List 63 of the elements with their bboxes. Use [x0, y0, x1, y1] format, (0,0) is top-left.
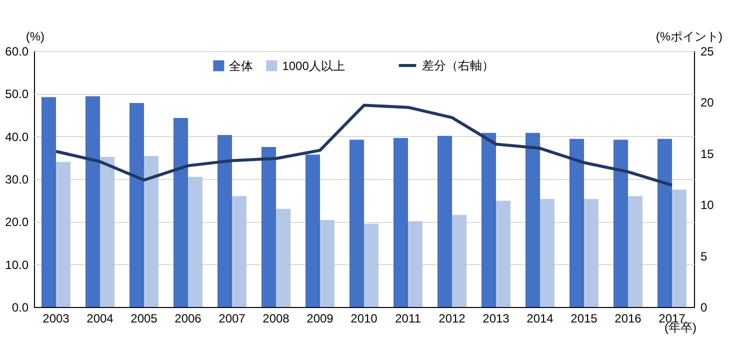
bar — [437, 136, 452, 307]
x-tick-label: 2003 — [42, 312, 70, 326]
y2-tick-label: 10 — [700, 198, 714, 212]
bar — [188, 176, 203, 307]
bar — [349, 140, 364, 307]
bar — [320, 220, 335, 307]
bar — [261, 147, 276, 307]
bar — [232, 196, 247, 307]
y-tick-label: 0.0 — [12, 300, 29, 314]
y-tick-label: 30.0 — [5, 172, 29, 186]
bar — [672, 190, 687, 307]
bar — [100, 156, 115, 307]
y-tick-label: 50.0 — [5, 87, 29, 102]
bar — [628, 196, 643, 307]
y-tick-label: 10.0 — [5, 258, 29, 272]
bar — [173, 118, 188, 307]
bar — [540, 199, 555, 307]
y-axis-title: (%) — [26, 30, 44, 44]
bar — [569, 138, 584, 307]
bar — [85, 96, 100, 307]
bar — [305, 154, 320, 307]
bar — [56, 162, 71, 307]
y2-tick-label: 5 — [700, 249, 708, 264]
bar — [144, 156, 159, 307]
x-tick-label: 2014 — [526, 312, 554, 326]
y2-tick-label: 15 — [700, 146, 714, 161]
bar — [613, 140, 628, 307]
legend-label: 差分（右軸） — [422, 58, 494, 72]
legend-label: 1000人以上 — [282, 58, 345, 73]
x-tick-label: 2012 — [438, 312, 466, 326]
y2-axis-title: (%ポイント) — [656, 30, 722, 44]
bar — [496, 200, 511, 307]
bar — [481, 132, 496, 307]
y-tick-label: 40.0 — [5, 130, 29, 144]
y2-tick-label: 25 — [700, 44, 714, 58]
bar — [393, 138, 408, 307]
x-tick-label: 2015 — [570, 312, 598, 326]
bar — [276, 208, 291, 307]
line-series — [54, 104, 674, 187]
x-tick-label: 2006 — [174, 312, 202, 326]
x-tick-label: 2010 — [350, 312, 378, 326]
bar — [129, 103, 144, 307]
x-tick-label: 2013 — [482, 312, 510, 326]
y-tick-label: 20.0 — [5, 215, 29, 230]
legend-label: 全体 — [229, 58, 254, 73]
bar — [584, 199, 599, 307]
bar — [408, 221, 423, 307]
bar — [452, 214, 467, 307]
y-tick-label: 60.0 — [5, 44, 29, 58]
y2-tick-label: 0 — [700, 300, 708, 314]
x-tick-label: 2009 — [306, 312, 334, 326]
x-tick-label: 2008 — [262, 312, 290, 326]
x-tick-label: 2005 — [130, 312, 158, 326]
x-tick-label: 2007 — [218, 312, 246, 326]
x-tick-label: 2016 — [614, 312, 642, 326]
x-tick-label: 2011 — [395, 312, 422, 326]
bar — [525, 132, 540, 307]
bar — [217, 135, 232, 307]
bar — [364, 224, 379, 307]
bar — [41, 97, 56, 307]
bar — [657, 138, 672, 307]
x-tick-label: 2004 — [86, 312, 114, 326]
y2-tick-label: 20 — [700, 96, 714, 110]
